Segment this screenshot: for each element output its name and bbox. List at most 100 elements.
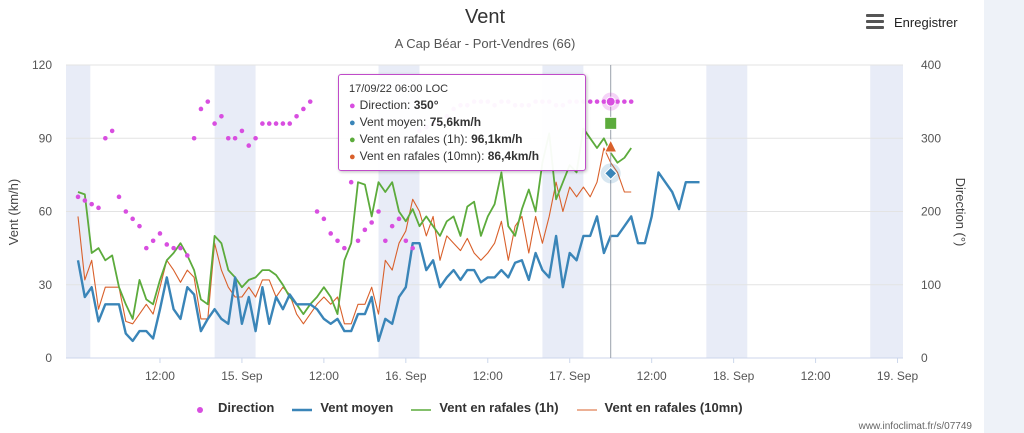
direction-point-18 bbox=[198, 106, 204, 112]
tooltip-row-direction: ● Direction: 350° bbox=[349, 98, 439, 112]
direction-point-23 bbox=[232, 135, 238, 141]
y2-tick-label-2: 200 bbox=[921, 205, 941, 219]
y2-tick-label-1: 100 bbox=[921, 278, 941, 292]
direction-point-41 bbox=[355, 238, 361, 244]
y2-tick-label-0: 0 bbox=[921, 351, 928, 365]
y-axis-label: Vent (km/h) bbox=[6, 179, 21, 245]
y2-tick-label-3: 300 bbox=[921, 131, 941, 145]
direction-point-45 bbox=[383, 238, 388, 244]
direction-point-77 bbox=[601, 99, 607, 104]
y-tick-label-3: 90 bbox=[39, 131, 53, 145]
hover-marker-rafales-10mn bbox=[603, 138, 618, 153]
legend-direction[interactable]: Direction bbox=[190, 400, 274, 415]
direction-point-49 bbox=[410, 245, 415, 251]
direction-point-38 bbox=[335, 238, 340, 244]
direction-point-34 bbox=[307, 99, 313, 104]
direction-point-7 bbox=[123, 209, 129, 214]
x-tick-label-0: 12:00 bbox=[145, 369, 175, 383]
direction-point-1 bbox=[82, 198, 88, 203]
tooltip-row-vent-moyen: ● Vent moyen: 75,6km/h bbox=[349, 115, 482, 129]
direction-point-48 bbox=[403, 238, 409, 244]
x-tick-label-7: 18. Sep bbox=[713, 369, 755, 383]
direction-point-20 bbox=[212, 121, 217, 126]
direction-point-44 bbox=[376, 209, 381, 214]
direction-point-76 bbox=[594, 99, 600, 104]
y2-tick-label-4: 400 bbox=[921, 58, 941, 72]
direction-point-31 bbox=[287, 121, 293, 126]
legend-rafales-1h[interactable]: Vent en rafales (1h) bbox=[411, 400, 559, 415]
direction-point-17 bbox=[191, 135, 197, 141]
direction-point-29 bbox=[273, 121, 279, 126]
x-tick-label-2: 12:00 bbox=[309, 369, 339, 383]
direction-point-40 bbox=[348, 179, 354, 185]
y-tick-label-0: 0 bbox=[45, 351, 52, 365]
y-tick-label-2: 60 bbox=[39, 205, 53, 219]
y-tick-label-4: 120 bbox=[32, 58, 52, 72]
direction-point-2 bbox=[89, 201, 94, 207]
direction-point-37 bbox=[328, 231, 334, 236]
legend-vent-moyen[interactable]: Vent moyen bbox=[292, 400, 394, 415]
direction-point-35 bbox=[314, 209, 320, 214]
data-tooltip: 17/09/22 06:00 LOC ● Direction: 350° ● Ven… bbox=[338, 74, 586, 171]
direction-point-47 bbox=[396, 216, 402, 222]
x-tick-label-4: 12:00 bbox=[473, 369, 503, 383]
direction-point-75 bbox=[587, 99, 593, 104]
direction-point-27 bbox=[260, 121, 265, 126]
export-menu-button[interactable]: Enregistrer bbox=[866, 14, 958, 30]
direction-point-21 bbox=[219, 113, 224, 119]
legend-rafales-10mn[interactable]: Vent en rafales (10mn) bbox=[576, 400, 743, 415]
direction-point-15 bbox=[178, 245, 183, 251]
chart-title: Vent bbox=[464, 6, 506, 28]
tooltip-row-rafales-1h: ● Vent en rafales (1h): 96,1km/h bbox=[349, 132, 523, 146]
tooltip-header: 17/09/22 06:00 LOC bbox=[349, 83, 449, 95]
x-tick-label-5: 17. Sep bbox=[549, 369, 591, 383]
direction-point-46 bbox=[389, 223, 395, 229]
direction-point-28 bbox=[266, 121, 272, 126]
direction-point-25 bbox=[246, 143, 252, 148]
direction-point-24 bbox=[239, 128, 245, 134]
direction-point-81 bbox=[628, 99, 634, 104]
hamburger-menu-icon bbox=[866, 14, 886, 30]
right-side-strip bbox=[984, 0, 1024, 433]
direction-point-39 bbox=[342, 245, 347, 251]
x-tick-label-9: 19. Sep bbox=[877, 369, 919, 383]
hover-marker-rafales-1h bbox=[604, 116, 618, 130]
x-tick-label-1: 15. Sep bbox=[221, 369, 263, 383]
chart-legend: Direction Vent moyen Vent en rafales (1h… bbox=[190, 400, 761, 415]
tooltip-markers bbox=[600, 65, 621, 358]
direction-point-30 bbox=[280, 121, 286, 126]
direction-point-12 bbox=[157, 231, 163, 236]
x-tick-label-8: 12:00 bbox=[801, 369, 831, 383]
credit-link[interactable]: www.infoclimat.fr/s/07749 bbox=[858, 421, 972, 432]
export-label: Enregistrer bbox=[894, 14, 958, 30]
direction-point-19 bbox=[205, 99, 211, 104]
direction-point-26 bbox=[253, 135, 258, 141]
direction-point-6 bbox=[116, 194, 122, 200]
direction-point-36 bbox=[321, 216, 327, 222]
direction-point-9 bbox=[137, 223, 142, 229]
direction-point-43 bbox=[369, 220, 374, 225]
direction-point-14 bbox=[171, 245, 176, 251]
hover-marker-direction bbox=[605, 96, 616, 107]
tooltip-row-rafales-10mn: ● Vent en rafales (10mn): 86,4km/h bbox=[349, 149, 540, 163]
y-tick-label-1: 30 bbox=[39, 278, 53, 292]
y2-axis-label: Direction (°) bbox=[953, 178, 968, 247]
direction-point-79 bbox=[615, 99, 620, 104]
direction-point-11 bbox=[150, 238, 156, 244]
direction-point-13 bbox=[164, 242, 170, 247]
series-line-vent-en-rafales-1h- bbox=[77, 127, 632, 320]
series-line-vent-moyen bbox=[76, 171, 700, 343]
axis-ticks: 0 30 60 90 120 0 100 200 300 400 12:00 15. Sep 12:00… bbox=[32, 58, 941, 383]
direction-point-16 bbox=[184, 253, 190, 258]
direction-point-22 bbox=[225, 135, 231, 141]
x-tick-label-3: 16. Sep bbox=[385, 369, 427, 383]
chart-subtitle: A Cap Béar - Port-Vendres (66) bbox=[394, 36, 576, 51]
series-line-vent-en-rafales-10mn- bbox=[77, 147, 632, 325]
direction-point-0 bbox=[75, 194, 81, 200]
direction-point-42 bbox=[362, 227, 368, 233]
direction-point-4 bbox=[103, 135, 108, 141]
hover-marker-vent-moyen bbox=[603, 166, 618, 181]
direction-point-80 bbox=[622, 99, 627, 104]
direction-point-32 bbox=[294, 113, 299, 119]
